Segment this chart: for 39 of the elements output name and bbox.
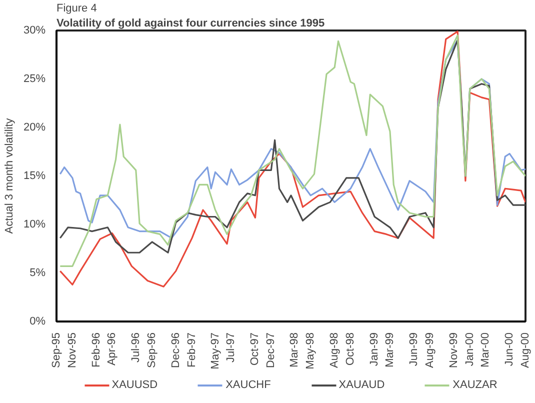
y-tick-label: 30%: [23, 24, 46, 36]
x-tick-label: Jun-99: [408, 332, 420, 366]
x-tick-label: Mar-98: [288, 332, 301, 368]
x-tick-label: Jan-99: [368, 332, 381, 366]
x-tick-label: Aug-00: [520, 332, 532, 368]
x-tick-label: Dec-96: [170, 332, 182, 368]
y-tick-label: 15%: [23, 170, 46, 182]
chart-title: Figure 4: [56, 2, 97, 14]
legend-label: XAUCHF: [226, 379, 271, 391]
x-tick-label: Aug-98: [328, 332, 341, 368]
x-tick-label: Oct-97: [249, 332, 262, 366]
x-tick-label: Jul-96: [130, 332, 142, 362]
chart-subtitle: Volatility of gold against four currencies since 1995: [56, 18, 325, 30]
x-tick-label: Apr-96: [106, 332, 118, 366]
legend-label: XAUUSD: [112, 379, 158, 391]
legend-label: XAUAUD: [338, 379, 385, 391]
y-tick-label: 10%: [23, 218, 46, 230]
x-tick-label: Mar-99: [384, 332, 396, 368]
x-tick-label: Sep-96: [146, 332, 158, 368]
x-tick-label: Jan-00: [464, 332, 476, 366]
x-tick-label: Jun-00: [504, 332, 516, 366]
x-tick-label: Oct-98: [344, 332, 357, 366]
y-tick-label: 0%: [30, 316, 46, 328]
x-tick-label: Aug-99: [424, 332, 436, 368]
x-tick-label: Dec-97: [265, 332, 278, 368]
x-tick-label: Sep-95: [50, 332, 62, 368]
x-tick-label: May-97: [209, 332, 222, 370]
y-tick-label: 20%: [23, 122, 46, 134]
y-tick-label: 5%: [30, 267, 46, 279]
x-tick-label: Nov-99: [448, 332, 460, 368]
x-tick-label: Feb-97: [186, 332, 198, 368]
x-tick-label: Nov-95: [66, 332, 78, 368]
x-tick-label: Feb-96: [90, 332, 102, 368]
x-tick-label: Mar-00: [480, 332, 492, 368]
y-tick-label: 25%: [23, 73, 46, 85]
x-tick-label: May-98: [304, 332, 317, 370]
y-axis-title: Actual 3 month volatility: [3, 118, 16, 234]
legend-label: XAUZAR: [452, 379, 498, 391]
x-tick-label: Jul-97: [225, 332, 238, 362]
